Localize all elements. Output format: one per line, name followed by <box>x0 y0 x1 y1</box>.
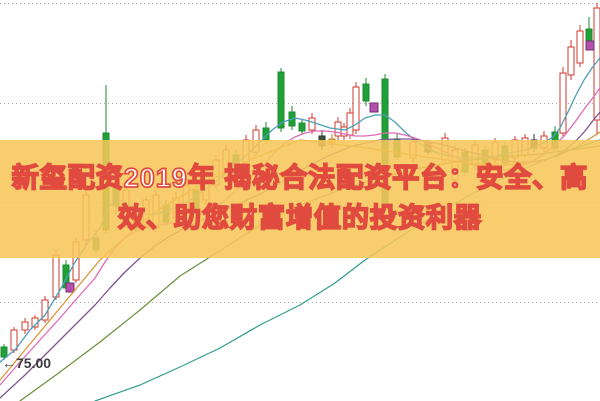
candle-body-down <box>585 28 593 43</box>
candle-body-down <box>277 71 285 129</box>
candle-body-up <box>576 30 584 64</box>
candle-body-up <box>352 86 360 131</box>
candle-body-up <box>593 7 600 121</box>
price-annotation: ←75.00 <box>2 355 52 371</box>
promo-banner: 新玺配资2019年 揭秘合法配资平台：安全、高 效、助您财富增值的投资利器 <box>0 140 600 258</box>
banner-title-line2: 效、助您财富增值的投资利器 <box>117 202 482 234</box>
candle-body-up <box>52 254 60 298</box>
candle-body-up <box>346 112 354 136</box>
signal-marker <box>585 40 595 51</box>
banner-title-line1: 新玺配资2019年 揭秘合法配资平台：安全、高 <box>11 162 589 194</box>
candle-body-up <box>567 46 575 76</box>
signal-marker <box>65 282 75 293</box>
candle-body-up <box>559 72 567 134</box>
signal-marker <box>369 102 379 113</box>
candle-body-up <box>308 117 316 131</box>
candle-body-down <box>298 122 306 132</box>
candle-body-down <box>0 346 8 358</box>
candle-body-down <box>362 83 370 102</box>
candle-body-up <box>21 321 29 331</box>
candle-body-up <box>10 329 18 351</box>
